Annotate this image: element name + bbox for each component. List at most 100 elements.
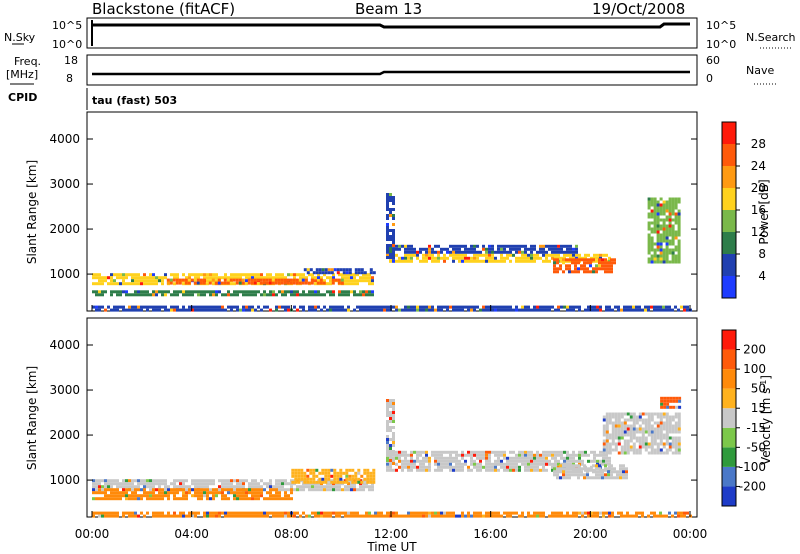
echo-cell bbox=[428, 511, 431, 515]
echo-cell bbox=[677, 233, 681, 237]
echo-cell bbox=[392, 199, 395, 202]
echo-cell bbox=[527, 465, 530, 469]
x-tick-label: 08:00 bbox=[274, 527, 309, 541]
echo-cell bbox=[566, 514, 569, 518]
echo-cell bbox=[366, 471, 370, 475]
echo-cell bbox=[263, 290, 266, 294]
echo-cell bbox=[146, 282, 149, 286]
echo-cell bbox=[551, 244, 554, 248]
echo-cell bbox=[158, 276, 161, 280]
echo-cell bbox=[392, 217, 395, 220]
echo-cell bbox=[116, 479, 119, 483]
echo-cell bbox=[263, 276, 266, 280]
echo-cell bbox=[605, 308, 608, 312]
echo-cell bbox=[398, 514, 401, 518]
echo-cell bbox=[461, 514, 464, 518]
echo-cell bbox=[647, 212, 651, 216]
echo-cell bbox=[317, 485, 320, 489]
y-tick-label: 1000 bbox=[49, 267, 80, 281]
echo-cell bbox=[275, 305, 278, 309]
echo-cell bbox=[665, 442, 669, 446]
echo-cell bbox=[176, 514, 179, 518]
echo-cell bbox=[107, 511, 110, 515]
echo-cell bbox=[332, 305, 335, 309]
echo-cell bbox=[386, 244, 389, 247]
echo-cell bbox=[371, 514, 374, 518]
echo-cell bbox=[506, 511, 509, 515]
echo-cell bbox=[242, 290, 245, 294]
echo-cell bbox=[307, 281, 311, 285]
echo-cell bbox=[479, 308, 482, 312]
echo-cell bbox=[605, 448, 609, 452]
echo-cell bbox=[230, 293, 233, 297]
echo-cell bbox=[653, 436, 657, 440]
echo-cell bbox=[140, 511, 143, 515]
echo-cell bbox=[512, 456, 515, 460]
echo-cell bbox=[662, 436, 666, 440]
echo-cell bbox=[566, 459, 569, 463]
echo-cell bbox=[398, 256, 401, 260]
echo-cell bbox=[158, 279, 161, 283]
echo-cell bbox=[368, 514, 371, 518]
echo-cell bbox=[428, 308, 431, 312]
echo-cell bbox=[299, 276, 302, 280]
echo-cell bbox=[368, 511, 371, 515]
echo-cell bbox=[294, 477, 298, 481]
echo-cell bbox=[119, 282, 122, 286]
echo-cell bbox=[503, 247, 506, 251]
echo-cell bbox=[291, 480, 295, 484]
echo-cell bbox=[392, 399, 395, 402]
echo-cell bbox=[152, 308, 155, 312]
echo-cell bbox=[233, 276, 236, 280]
echo-cell bbox=[485, 459, 488, 463]
echo-cell bbox=[416, 459, 419, 463]
echo-cell bbox=[671, 233, 675, 237]
echo-cell bbox=[263, 514, 266, 518]
echo-cell bbox=[197, 293, 200, 297]
echo-cell bbox=[572, 305, 575, 309]
echo-cell bbox=[134, 491, 137, 495]
echo-cell bbox=[392, 435, 395, 438]
y-tick-label: 4000 bbox=[49, 338, 80, 352]
echo-cell bbox=[92, 290, 95, 294]
echo-cell bbox=[545, 305, 548, 309]
echo-cell bbox=[536, 456, 539, 460]
echo-cell bbox=[209, 290, 212, 294]
echo-cell bbox=[125, 308, 128, 312]
echo-band bbox=[647, 197, 681, 264]
echo-cell bbox=[568, 270, 571, 274]
echo-cell bbox=[548, 253, 551, 257]
echo-cell bbox=[554, 244, 557, 248]
echo-cell bbox=[641, 514, 644, 518]
echo-cell bbox=[116, 485, 119, 489]
echo-cell bbox=[617, 418, 621, 422]
echo-cell bbox=[284, 308, 287, 312]
echo-cell bbox=[503, 250, 506, 254]
echo-cell bbox=[674, 430, 678, 434]
echo-cell bbox=[619, 470, 622, 474]
echo-cell bbox=[677, 514, 680, 518]
echo-cell bbox=[110, 279, 113, 283]
echo-cell bbox=[452, 514, 455, 518]
echo-cell bbox=[488, 465, 491, 469]
echo-cell bbox=[656, 415, 660, 419]
echo-cell bbox=[662, 412, 666, 416]
echo-cell bbox=[302, 293, 305, 297]
echo-cell bbox=[500, 450, 503, 454]
echo-cell bbox=[557, 511, 560, 515]
echo-cell bbox=[314, 290, 317, 294]
echo-cell bbox=[188, 488, 191, 492]
echo-cell bbox=[428, 456, 431, 460]
echo-cell bbox=[185, 497, 188, 501]
echo-cell bbox=[554, 514, 557, 518]
echo-cell bbox=[386, 456, 389, 460]
echo-cell bbox=[455, 468, 458, 472]
echo-cell bbox=[671, 427, 675, 431]
echo-cell bbox=[449, 244, 452, 248]
echo-cell bbox=[593, 456, 596, 460]
echo-cell bbox=[107, 282, 110, 286]
echo-cell bbox=[551, 465, 554, 469]
echo-cell bbox=[596, 514, 599, 518]
echo-cell bbox=[551, 514, 554, 518]
echo-cell bbox=[392, 223, 395, 226]
